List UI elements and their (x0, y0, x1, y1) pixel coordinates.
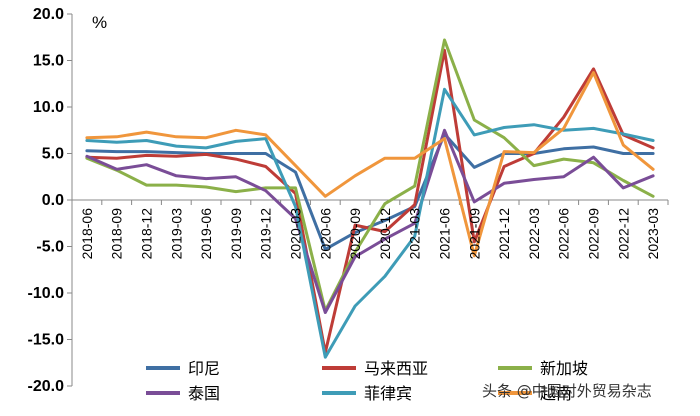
x-tick-label: 2022-09 (586, 208, 602, 260)
y-tick-label: -5.0 (36, 239, 64, 256)
legend-label: 马来西亚 (364, 359, 428, 378)
x-tick-label: 2022-12 (615, 208, 631, 260)
y-tick-label: 10.0 (33, 99, 64, 116)
legend-label: 泰国 (188, 384, 220, 403)
x-tick-label: 2019-06 (198, 208, 214, 260)
legend-label: 菲律宾 (364, 384, 412, 403)
x-axis-tick-labels: 2018-06 2018-09 2018-12 2019-03 2019-06 2019-… (79, 208, 661, 260)
x-tick-label: 2021-06 (437, 208, 453, 260)
y-tick-label: -20.0 (28, 378, 65, 395)
legend-label: 新加坡 (540, 359, 588, 378)
series-line (85, 38, 655, 313)
series-lines (85, 38, 655, 359)
x-tick-label: 2022-06 (556, 208, 572, 260)
x-tick-label: 2019-03 (168, 208, 184, 260)
plot-area (71, 14, 669, 386)
y-axis-ticks: 20.0 15.0 10.0 5.0 0.0 -5.0 -10.0 -15.0 -20.0 (28, 6, 72, 395)
x-tick-label: 2023-03 (645, 208, 661, 260)
legend-label: 越南 (540, 384, 572, 403)
x-tick-label: 2020-03 (288, 208, 304, 260)
unit-label: % (92, 13, 107, 32)
x-tick-label: 2020-06 (317, 208, 333, 260)
x-tick-label: 2022-03 (526, 208, 542, 260)
series-line (85, 71, 655, 258)
legend-label: 印尼 (188, 359, 220, 378)
x-tick-label: 2019-09 (228, 208, 244, 260)
y-tick-label: -10.0 (28, 285, 65, 302)
y-tick-label: 15.0 (33, 53, 64, 70)
series-line (85, 128, 655, 314)
x-tick-label: 2020-09 (347, 208, 363, 260)
y-tick-label: -15.0 (28, 332, 65, 349)
y-tick-label: 0.0 (42, 192, 64, 209)
x-tick-label: 2019-12 (258, 208, 274, 260)
series-line (85, 87, 655, 359)
y-tick-label: 5.0 (42, 146, 64, 163)
x-tick-label: 2021-12 (496, 208, 512, 260)
x-tick-label: 2021-03 (407, 208, 423, 260)
watermark-text: 头条 @中国对外贸易杂志 (482, 382, 652, 400)
x-tick-label: 2021-09 (466, 208, 482, 260)
x-tick-label: 2018-09 (109, 208, 125, 260)
x-tick-label: 2020-12 (377, 208, 393, 260)
x-tick-label: 2018-06 (79, 208, 95, 260)
x-tick-label: 2018-12 (139, 208, 155, 260)
y-tick-label: 20.0 (33, 6, 64, 23)
x-axis-tick-marks (71, 200, 669, 205)
